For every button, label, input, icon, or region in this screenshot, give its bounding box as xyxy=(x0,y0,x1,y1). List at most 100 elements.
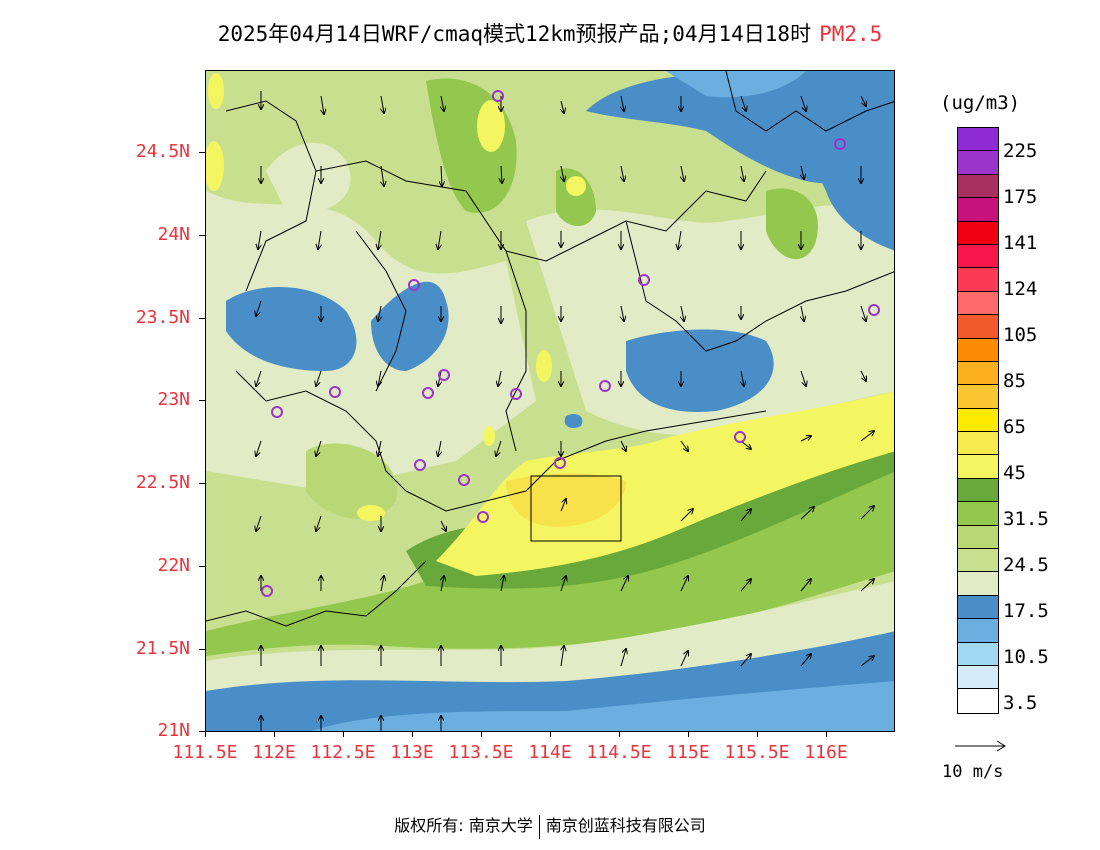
station-marker xyxy=(638,274,650,286)
legend-swatch xyxy=(958,315,998,339)
lon-label: 112E xyxy=(252,742,296,763)
lat-label: 21N xyxy=(157,720,190,741)
station-marker xyxy=(554,457,566,469)
lon-label: 115E xyxy=(666,742,710,763)
legend-swatch xyxy=(958,128,998,152)
station-marker xyxy=(438,369,450,381)
station-marker xyxy=(599,380,611,392)
lon-label: 114.5E xyxy=(586,742,652,763)
legend-swatch xyxy=(958,549,998,573)
hotspot-1 xyxy=(206,141,224,191)
legend-swatch xyxy=(958,174,998,199)
legend-unit: (ug/m3) xyxy=(940,92,1021,114)
green-patch-3 xyxy=(766,188,818,260)
lat-label: 22.5N xyxy=(135,472,190,493)
legend-swatch xyxy=(958,291,998,316)
lightblue-area-northeast xyxy=(666,71,806,98)
lon-label: 115.5E xyxy=(724,742,790,763)
station-marker xyxy=(734,431,746,443)
legend-swatch xyxy=(958,689,998,713)
legend-swatch xyxy=(958,572,998,596)
lon-label: 113.5E xyxy=(448,742,514,763)
station-marker xyxy=(492,90,504,102)
lon-tick xyxy=(688,731,689,737)
legend-swatch xyxy=(958,268,998,292)
lon-tick xyxy=(205,731,206,737)
wind-key-arrow xyxy=(955,740,1006,752)
lat-label: 24.5N xyxy=(135,141,190,162)
blue-area-east-central xyxy=(626,329,774,412)
footer-separator xyxy=(538,814,540,839)
lat-tick xyxy=(199,483,206,484)
lon-tick xyxy=(757,731,758,737)
hotspot-3 xyxy=(477,100,505,152)
lat-tick xyxy=(199,235,206,236)
legend-swatch xyxy=(958,408,998,433)
lon-label: 114E xyxy=(528,742,572,763)
copyright-company: 南京创蓝科技有限公司 xyxy=(545,816,706,835)
legend-label: 3.5 xyxy=(1003,692,1038,714)
lat-label: 23N xyxy=(157,389,190,410)
copyright-owner: 版权所有: 南京大学 xyxy=(394,816,533,835)
legend-label: 65 xyxy=(1003,416,1026,438)
legend-swatch xyxy=(958,244,998,269)
hotspot-7 xyxy=(483,426,495,446)
station-marker xyxy=(458,474,470,486)
green-patch-4 xyxy=(306,443,397,520)
lat-label: 23.5N xyxy=(135,307,190,328)
station-marker xyxy=(261,585,273,597)
legend-swatch xyxy=(958,502,998,526)
offshore-lightblue xyxy=(312,681,894,731)
green-coastal-band xyxy=(206,432,894,656)
legend-swatch xyxy=(958,595,998,620)
legend-label: 45 xyxy=(1003,462,1026,484)
pale-region-east xyxy=(526,205,894,435)
legend-label: 24.5 xyxy=(1003,554,1049,576)
blue-area-east xyxy=(806,131,894,251)
blue-area-central xyxy=(371,281,449,371)
lon-tick xyxy=(412,731,413,737)
title-text: 2025年04月14日WRF/cmaq模式12km预报产品;04月14日18时 xyxy=(217,22,812,46)
station-marker xyxy=(414,459,426,471)
lon-tick xyxy=(550,731,551,737)
legend-label: 31.5 xyxy=(1003,508,1049,530)
wind-vectors xyxy=(256,91,874,731)
map-canvas xyxy=(206,71,894,731)
legend-swatch xyxy=(958,478,998,503)
station-marker xyxy=(422,387,434,399)
lat-tick xyxy=(199,318,206,319)
legend-label: 17.5 xyxy=(1003,600,1049,622)
legend-swatch xyxy=(958,361,998,386)
legend-swatch xyxy=(958,151,998,175)
pale-region-west xyxy=(206,191,536,491)
legend-swatch xyxy=(958,338,998,362)
legend-swatch xyxy=(958,665,998,690)
station-marker xyxy=(834,138,846,150)
legend-label: 124 xyxy=(1003,278,1038,300)
green-patch-2 xyxy=(556,168,596,226)
lon-tick xyxy=(826,731,827,737)
lat-tick xyxy=(199,400,206,401)
legend-swatch xyxy=(958,432,998,456)
lon-tick xyxy=(343,731,344,737)
pollutant-label: PM2.5 xyxy=(819,22,883,46)
legend-swatch xyxy=(958,642,998,666)
lon-label: 116E xyxy=(804,742,848,763)
station-marker xyxy=(477,511,489,523)
hotspot-2 xyxy=(208,73,224,109)
lon-label: 112.5E xyxy=(310,742,376,763)
color-legend xyxy=(957,127,999,714)
legend-label: 225 xyxy=(1003,140,1038,162)
legend-label: 105 xyxy=(1003,324,1038,346)
station-marker xyxy=(329,386,341,398)
lat-tick xyxy=(199,649,206,650)
legend-swatch xyxy=(958,455,998,479)
legend-swatch xyxy=(958,221,998,245)
pale-region-north xyxy=(266,142,351,214)
legend-label: 141 xyxy=(1003,232,1038,254)
lat-tick xyxy=(199,152,206,153)
legend-label: 175 xyxy=(1003,186,1038,208)
hotspot-4 xyxy=(566,176,586,196)
copyright-footer: 版权所有: 南京大学 南京创蓝科技有限公司 xyxy=(0,812,1100,839)
boundary-lines xyxy=(206,71,894,627)
